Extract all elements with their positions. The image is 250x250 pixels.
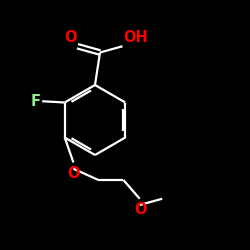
Text: O: O bbox=[64, 30, 76, 45]
Text: O: O bbox=[68, 166, 80, 180]
Text: F: F bbox=[31, 94, 41, 109]
Text: O: O bbox=[134, 202, 146, 217]
Text: OH: OH bbox=[123, 30, 148, 45]
